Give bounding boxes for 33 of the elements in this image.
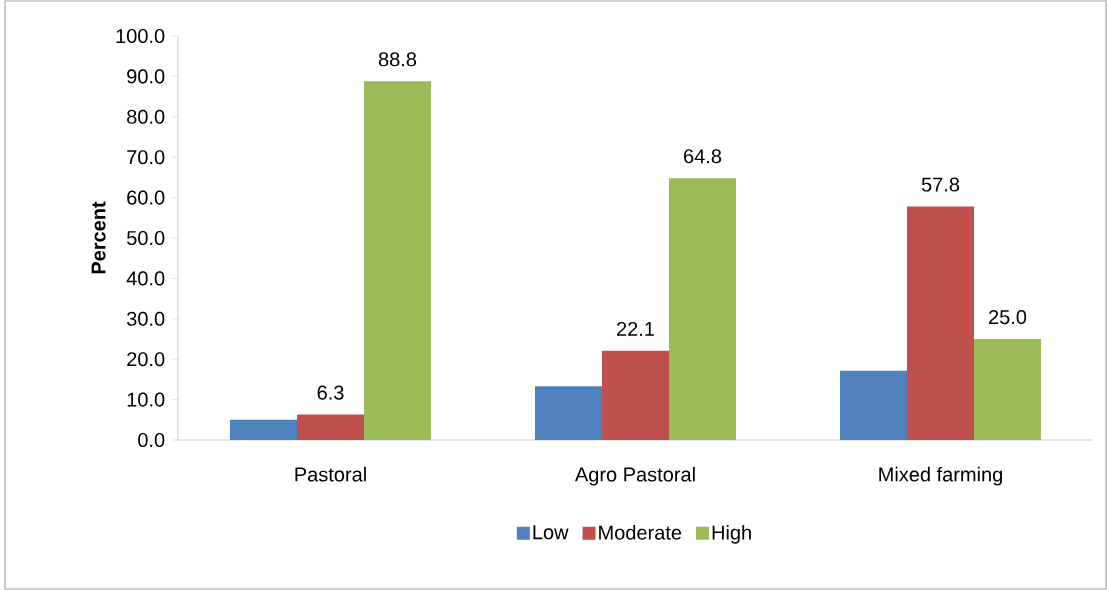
y-tick-label: 50.0: [127, 230, 165, 246]
bar: [364, 81, 432, 440]
data-label: 6.3: [317, 385, 344, 400]
bar: [535, 386, 602, 440]
bar: [297, 414, 365, 440]
y-tick-label: 40.0: [126, 271, 165, 286]
y-tick-label: 100.0: [116, 28, 165, 44]
y-tick-label: 70.0: [127, 150, 165, 165]
data-label: 25.0: [989, 309, 1027, 325]
data-label: 22.1: [617, 321, 654, 336]
y-axis-title: Percent: [91, 201, 106, 274]
legend-label: Low: [533, 525, 569, 540]
x-tick-label: Pastoral: [295, 466, 366, 482]
x-tick-label: Agro Pastoral: [574, 466, 695, 486]
data-label: 88.8: [378, 52, 417, 67]
data-label: 57.8: [921, 177, 960, 192]
y-tick-label: 60.0: [127, 190, 165, 205]
x-tick-label: Mixed farming: [879, 466, 1002, 486]
y-tick-label: 30.0: [126, 311, 165, 326]
y-tick-label: 80.0: [127, 109, 165, 124]
data-label: 64.8: [684, 149, 722, 164]
y-tick-label: 10.0: [127, 392, 165, 407]
bar: [230, 419, 297, 440]
y-tick-label: 20.0: [127, 352, 165, 367]
bar: [974, 339, 1042, 440]
legend-label: High: [712, 525, 751, 544]
y-tick-label: 90.0: [127, 69, 165, 84]
bar: [840, 370, 908, 440]
y-tick-label: 0.0: [138, 432, 165, 448]
bar: [669, 178, 737, 440]
bar: [602, 350, 670, 440]
bar: [907, 206, 975, 440]
legend-label: Moderate: [599, 525, 682, 540]
